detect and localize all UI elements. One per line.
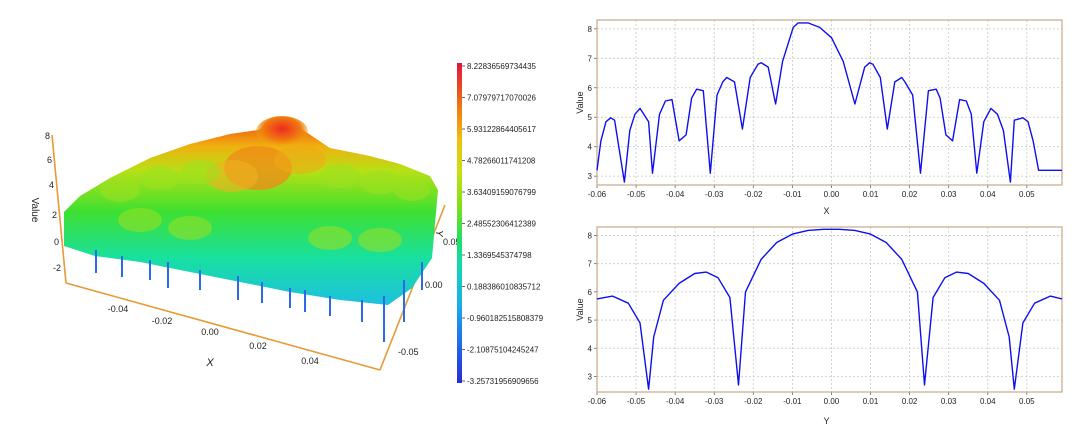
x-tick-label: -0.06 <box>588 397 607 406</box>
colorbar-tick-label: 2.48552306412389 <box>467 220 537 229</box>
x-tick-label: -0.01 <box>783 190 802 199</box>
x-axis-label: X <box>823 206 829 216</box>
colorbar-tick-label: 4.78266011741208 <box>467 157 536 166</box>
x-axis <box>65 282 381 371</box>
x-tick-label: -0.04 <box>108 304 129 314</box>
x-tick-label: 0.04 <box>301 356 319 366</box>
y-tick-label: 6 <box>588 288 593 297</box>
x-tick-label: -0.02 <box>744 397 763 406</box>
y-tick-label: 8 <box>588 231 593 240</box>
z-tick-label: 8 <box>45 131 50 141</box>
y-tick-label: 0.00 <box>425 280 443 290</box>
surface-bumps <box>100 160 430 252</box>
y-axis-label: Y <box>433 230 444 238</box>
x-tick-label: -0.03 <box>705 190 724 199</box>
colorbar-tick-label: 7.07979717070026 <box>467 94 537 103</box>
y-axis-label: Value <box>575 298 585 320</box>
y-tick-label: 4 <box>588 143 593 152</box>
x-tick-label: 0.01 <box>863 190 879 199</box>
x-tick-label: -0.01 <box>783 397 802 406</box>
z-tick-label: 0 <box>54 237 59 247</box>
y-axis-label: Value <box>575 91 585 113</box>
y-tick-label: 6 <box>588 84 593 93</box>
y-tick-label: 7 <box>588 260 593 269</box>
series-line <box>596 22 1062 183</box>
x-tick-label: 0.00 <box>201 327 219 337</box>
surface-lobe <box>274 146 326 174</box>
x-tick-label: 0.00 <box>824 397 840 406</box>
z-tick-label: 2 <box>52 210 57 220</box>
x-tick-label: 0.03 <box>941 397 957 406</box>
y-tick-label: 5 <box>588 316 593 325</box>
z-axis <box>51 134 67 284</box>
y-tick-label: 4 <box>588 344 593 353</box>
z-tick-label: -2 <box>53 263 61 273</box>
y-tick-label: 5 <box>588 113 593 122</box>
x-tick-label: 0.04 <box>980 397 996 406</box>
x-tick-label: -0.04 <box>666 190 685 199</box>
colorbar-tick-label: 1.3369545374798 <box>467 251 532 260</box>
colorbar-tick-label: 3.63409159076799 <box>467 188 537 197</box>
y-tick-label: 3 <box>588 172 593 181</box>
x-tick-label: 0.01 <box>863 397 879 406</box>
plot-frame <box>596 226 1063 393</box>
z-tick-label: 4 <box>49 180 54 190</box>
x-tick-label: 0.02 <box>902 397 918 406</box>
surface-body <box>64 118 438 305</box>
x-tick-label: -0.03 <box>705 397 724 406</box>
x-tick-label: 0.04 <box>980 190 996 199</box>
x-tick-label: 0.02 <box>249 341 267 351</box>
x-axis-label: X <box>205 357 214 369</box>
x-tick-label: 0.05 <box>1019 397 1035 406</box>
x-tick-label: -0.02 <box>152 316 173 326</box>
series-line <box>596 228 1063 390</box>
y-tick-label: 7 <box>588 54 593 63</box>
y-tick-label: 3 <box>588 372 593 381</box>
colorbar-tick-label: 8.22836569734435 <box>467 62 537 71</box>
z-axis-label: Value <box>29 198 40 223</box>
y-tick-label: -0.05 <box>398 347 419 357</box>
x-tick-label: 0.02 <box>902 190 918 199</box>
x-tick-label: 0.03 <box>941 190 957 199</box>
x-profile-chart: -0.06 -0.05 -0.04 -0.03 -0.02 -0.01 0.00 0.01 0.… <box>575 19 1063 216</box>
x-tick-label: -0.05 <box>627 397 646 406</box>
colorbar-tick-label: 0.188386010835712 <box>467 283 541 292</box>
surface-peak <box>256 116 308 148</box>
colorbar-tick-label: -2.10875104245247 <box>467 346 539 355</box>
colorbar-tick-label: -3.25731956909656 <box>467 377 539 386</box>
surface-plot: 8 6 4 2 0 -2 Value -0.04 -0.02 0.00 0.02… <box>29 62 544 386</box>
colorbar <box>457 63 462 383</box>
x-tick-label: 0.05 <box>1019 190 1035 199</box>
y-profile-chart: -0.06 -0.05 -0.04 -0.03 -0.02 -0.01 0.00 0.01 0.… <box>575 226 1063 426</box>
y-tick-label: 8 <box>588 25 593 34</box>
x-tick-label: -0.02 <box>744 190 763 199</box>
plot-frame <box>596 19 1063 186</box>
x-axis-label: Y <box>823 416 829 426</box>
surface-lobe <box>206 160 258 192</box>
surface-spikes <box>95 250 423 342</box>
x-tick-label: -0.05 <box>627 190 646 199</box>
x-tick-label: -0.04 <box>666 397 685 406</box>
y-tick-label: 0.05 <box>443 237 461 247</box>
colorbar-tick-label: 5.93122864405617 <box>467 125 537 134</box>
colorbar-tick-label: -0.960182515808379 <box>467 314 544 323</box>
colorbar-ticks: 8.22836569734435 7.07979717070026 5.931228… <box>462 62 544 386</box>
x-tick-label: -0.06 <box>588 190 607 199</box>
x-tick-label: 0.00 <box>824 190 840 199</box>
z-tick-label: 6 <box>47 155 52 165</box>
